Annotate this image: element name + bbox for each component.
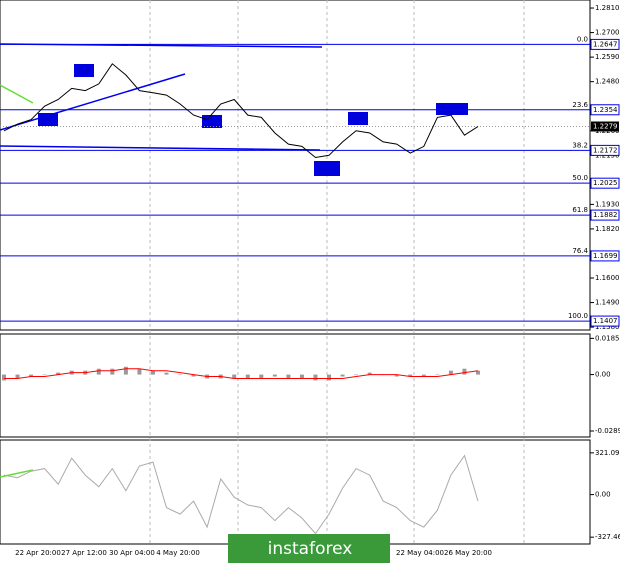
histogram-bar xyxy=(42,374,47,376)
vertical-grid xyxy=(149,0,525,544)
histogram-bar xyxy=(394,374,399,377)
histogram-bar xyxy=(448,370,453,375)
histogram-bar xyxy=(232,374,237,379)
markers xyxy=(38,64,468,176)
histogram-bar xyxy=(286,374,291,379)
histogram-bar xyxy=(476,370,480,375)
logo: instaforex xyxy=(268,539,353,559)
histogram-bar xyxy=(313,374,318,381)
channel-bottom xyxy=(0,145,321,151)
histogram-bar xyxy=(435,374,440,376)
histogram-bar xyxy=(191,374,196,377)
trend-lines xyxy=(0,43,323,151)
price-panel xyxy=(0,0,591,331)
histogram-bar xyxy=(272,374,277,377)
fib-name: 38.2 xyxy=(572,141,588,149)
histogram-bar xyxy=(354,374,359,376)
histogram-bar xyxy=(299,374,304,379)
histogram-bar xyxy=(421,374,426,377)
marker xyxy=(314,161,340,176)
fib-name: 23.6 xyxy=(572,101,588,109)
histogram-bar xyxy=(96,368,101,375)
y-tick-label: 1.2700 xyxy=(595,29,620,37)
histogram-bar xyxy=(110,368,115,375)
y-tick-label: 0.00 xyxy=(595,371,611,379)
level-label: 1.2647 xyxy=(593,40,618,48)
price-line xyxy=(3,63,479,159)
logo-box xyxy=(228,534,390,563)
current-box xyxy=(591,121,619,132)
histogram-bar xyxy=(137,368,142,375)
signal-line xyxy=(4,368,479,379)
fib-name: 61.8 xyxy=(572,206,588,214)
y-tick-label: 321.0916 xyxy=(595,449,620,457)
x-tick-label: 22 May 04:00 xyxy=(396,549,444,557)
histogram-bar xyxy=(15,374,20,379)
histogram-bar xyxy=(462,368,467,375)
fib-name: 100.0 xyxy=(568,312,588,320)
y-tick-label: 1.1930 xyxy=(595,200,620,208)
x-tick-label: 26 May 20:00 xyxy=(444,549,492,557)
level-box xyxy=(590,144,620,156)
fib-name: 0.0 xyxy=(577,35,588,43)
x-tick-label: 27 Apr 12:00 xyxy=(61,549,107,557)
level-label: 1.2172 xyxy=(593,146,618,154)
histogram-bar xyxy=(327,374,332,381)
histogram-bar xyxy=(259,374,264,379)
marker xyxy=(38,113,58,126)
marker xyxy=(348,112,368,125)
histogram-bar xyxy=(245,374,250,379)
histogram-bar xyxy=(29,374,34,377)
histogram-bar xyxy=(178,374,183,376)
level-box xyxy=(590,177,620,189)
x-tick-label: 22 Apr 20:00 xyxy=(15,549,61,557)
level-label: 1.1882 xyxy=(593,211,618,219)
level-box xyxy=(590,209,620,221)
y-tick-label: 1.2480 xyxy=(595,78,620,86)
x-tick-label: 4 May 20:00 xyxy=(156,549,200,557)
marker xyxy=(74,64,94,77)
level-box xyxy=(590,250,620,262)
level-label: 1.2354 xyxy=(593,106,618,114)
histogram-bar xyxy=(150,370,155,375)
current-label: 1.2279 xyxy=(593,123,618,131)
y-tick-label: 1.1600 xyxy=(595,274,620,282)
level-label: 1.1699 xyxy=(593,252,618,260)
green-line xyxy=(0,469,34,478)
fib-name: 76.4 xyxy=(572,247,588,255)
histogram-bar xyxy=(408,374,413,377)
level-box xyxy=(590,104,620,116)
y-tick-label: 1.1490 xyxy=(595,299,620,307)
y-tick-label: -0.02892 xyxy=(595,427,620,435)
histogram-bar xyxy=(340,374,345,377)
histogram-bar xyxy=(367,372,372,375)
cci-panel xyxy=(0,439,591,545)
level-label: 1.1407 xyxy=(593,317,618,325)
y-tick-label: 1.1820 xyxy=(595,225,620,233)
histogram-bar xyxy=(56,372,61,375)
fib-name: 50.0 xyxy=(572,174,588,182)
y-tick-label: 1.2810 xyxy=(595,4,620,12)
macd-panel xyxy=(0,333,591,438)
trend-line xyxy=(0,73,186,131)
y-tick-label: 1.2590 xyxy=(595,53,620,61)
histogram-bar xyxy=(2,374,6,381)
marker xyxy=(436,103,468,115)
level-box xyxy=(590,315,620,327)
histogram-bar xyxy=(164,372,169,375)
level-label: 1.2025 xyxy=(593,179,618,187)
cci-line xyxy=(3,454,479,535)
y-tick-label: 1.1380 xyxy=(595,323,620,331)
histogram-bar xyxy=(123,366,128,375)
level-box xyxy=(590,38,620,50)
y-tick-label: 0.00 xyxy=(595,491,611,499)
marker xyxy=(202,115,222,128)
y-tick-label: -327.463 xyxy=(595,533,620,541)
y-tick-label: 0.01856 xyxy=(595,334,620,342)
green-line xyxy=(0,84,34,104)
x-tick-label: 30 Apr 04:00 xyxy=(109,549,155,557)
